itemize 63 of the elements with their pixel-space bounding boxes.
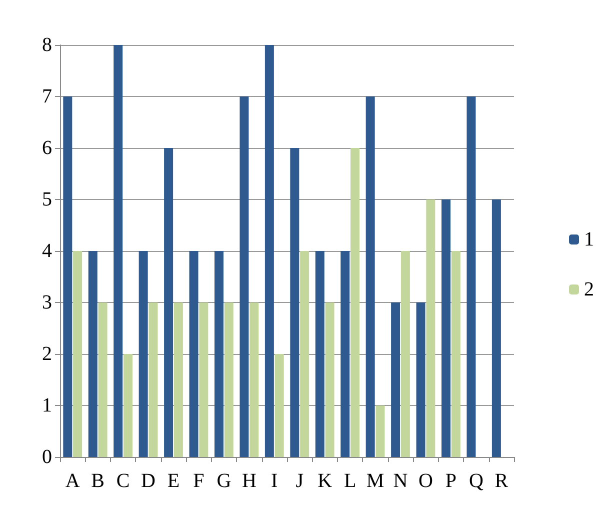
y-tick-label: 2 (42, 343, 52, 365)
bar (264, 45, 274, 457)
bar (290, 148, 300, 457)
bar (340, 251, 350, 457)
bar (350, 148, 360, 457)
bar (315, 251, 324, 457)
bar (451, 251, 460, 457)
bar (88, 251, 98, 457)
x-tick-label: K (318, 470, 333, 492)
bar (366, 96, 375, 457)
bar (124, 354, 133, 457)
x-tick-label: H (242, 470, 256, 492)
legend-label: 1 (584, 228, 594, 250)
x-tick-label: E (167, 470, 180, 492)
bar (426, 200, 436, 457)
bar (274, 354, 284, 457)
bar (148, 302, 158, 457)
x-tick-label: D (141, 470, 156, 492)
bar (189, 251, 198, 457)
bar (224, 302, 234, 457)
bar (73, 251, 82, 457)
legend-label: 2 (584, 278, 594, 300)
bar (114, 45, 123, 457)
bar (441, 200, 450, 457)
x-tick-label: L (344, 470, 356, 492)
bar (138, 251, 148, 457)
y-tick-label: 0 (42, 446, 52, 468)
x-tick-label: B (91, 470, 105, 492)
x-tick-label: I (271, 470, 278, 492)
bar (250, 302, 259, 457)
x-tick-label: O (418, 470, 433, 492)
x-tick-label: M (366, 470, 384, 492)
x-tick-label: G (216, 470, 232, 492)
x-tick-label: P (445, 470, 457, 492)
bar (174, 302, 183, 457)
x-tick-label: J (296, 470, 304, 492)
y-tick-label: 5 (42, 188, 52, 210)
bar (492, 200, 501, 457)
bar (400, 251, 410, 457)
x-tick-label: N (393, 470, 408, 492)
x-tick-label: C (116, 470, 130, 492)
y-tick-label: 1 (42, 394, 52, 416)
bar (376, 406, 385, 457)
x-tick-label: A (65, 470, 80, 492)
x-tick-label: F (193, 470, 204, 492)
bar (300, 251, 310, 457)
y-tick-label: 3 (42, 292, 52, 314)
x-tick-label: R (494, 470, 509, 492)
bar (240, 96, 249, 457)
bar (214, 251, 224, 457)
bar (199, 302, 208, 457)
y-tick-label: 6 (42, 137, 52, 159)
y-tick-label: 7 (42, 86, 52, 108)
y-tick-label: 8 (42, 34, 52, 56)
y-tick-label: 4 (42, 240, 52, 262)
x-tick-label: Q (468, 470, 484, 492)
bar (325, 302, 334, 457)
bar (63, 96, 72, 457)
bar (466, 96, 476, 457)
bar (98, 302, 108, 457)
bar (391, 302, 400, 457)
bar (416, 302, 426, 457)
bar (164, 148, 174, 457)
